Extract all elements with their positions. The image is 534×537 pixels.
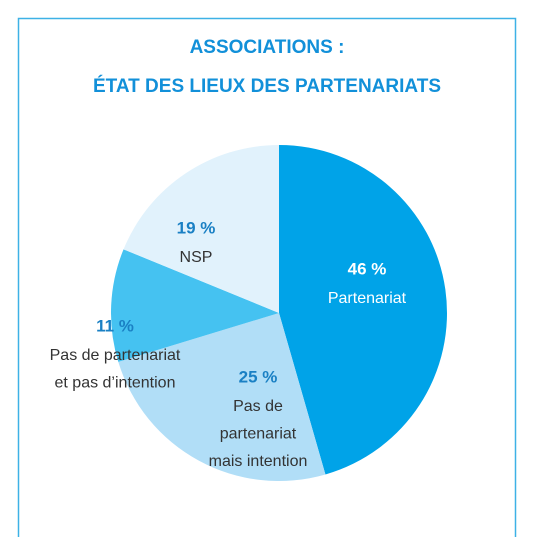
value-label: 25 % [239,367,278,386]
category-label: partenariat [220,426,297,443]
value-label: 11 % [96,316,134,335]
frame [17,17,517,537]
category-label: mais intention [209,453,308,470]
pie-slice [110,249,279,362]
chart-title: ASSOCIATIONS : [190,37,345,58]
chart-title: ÉTAT DES LIEUX DES PARTENARIATS [93,75,441,97]
pie-slice [118,313,326,482]
category-label: Pas de partenariat [50,347,181,364]
value-label: 19 % [177,218,216,237]
category-label: Pas de [233,398,283,415]
category-label: Partenariat [328,290,407,307]
category-label: NSP [180,249,213,266]
pie-slice [123,145,279,313]
category-label: et pas d’intention [55,375,176,392]
pie-slice [279,145,448,475]
value-label: 46 % [348,259,387,278]
